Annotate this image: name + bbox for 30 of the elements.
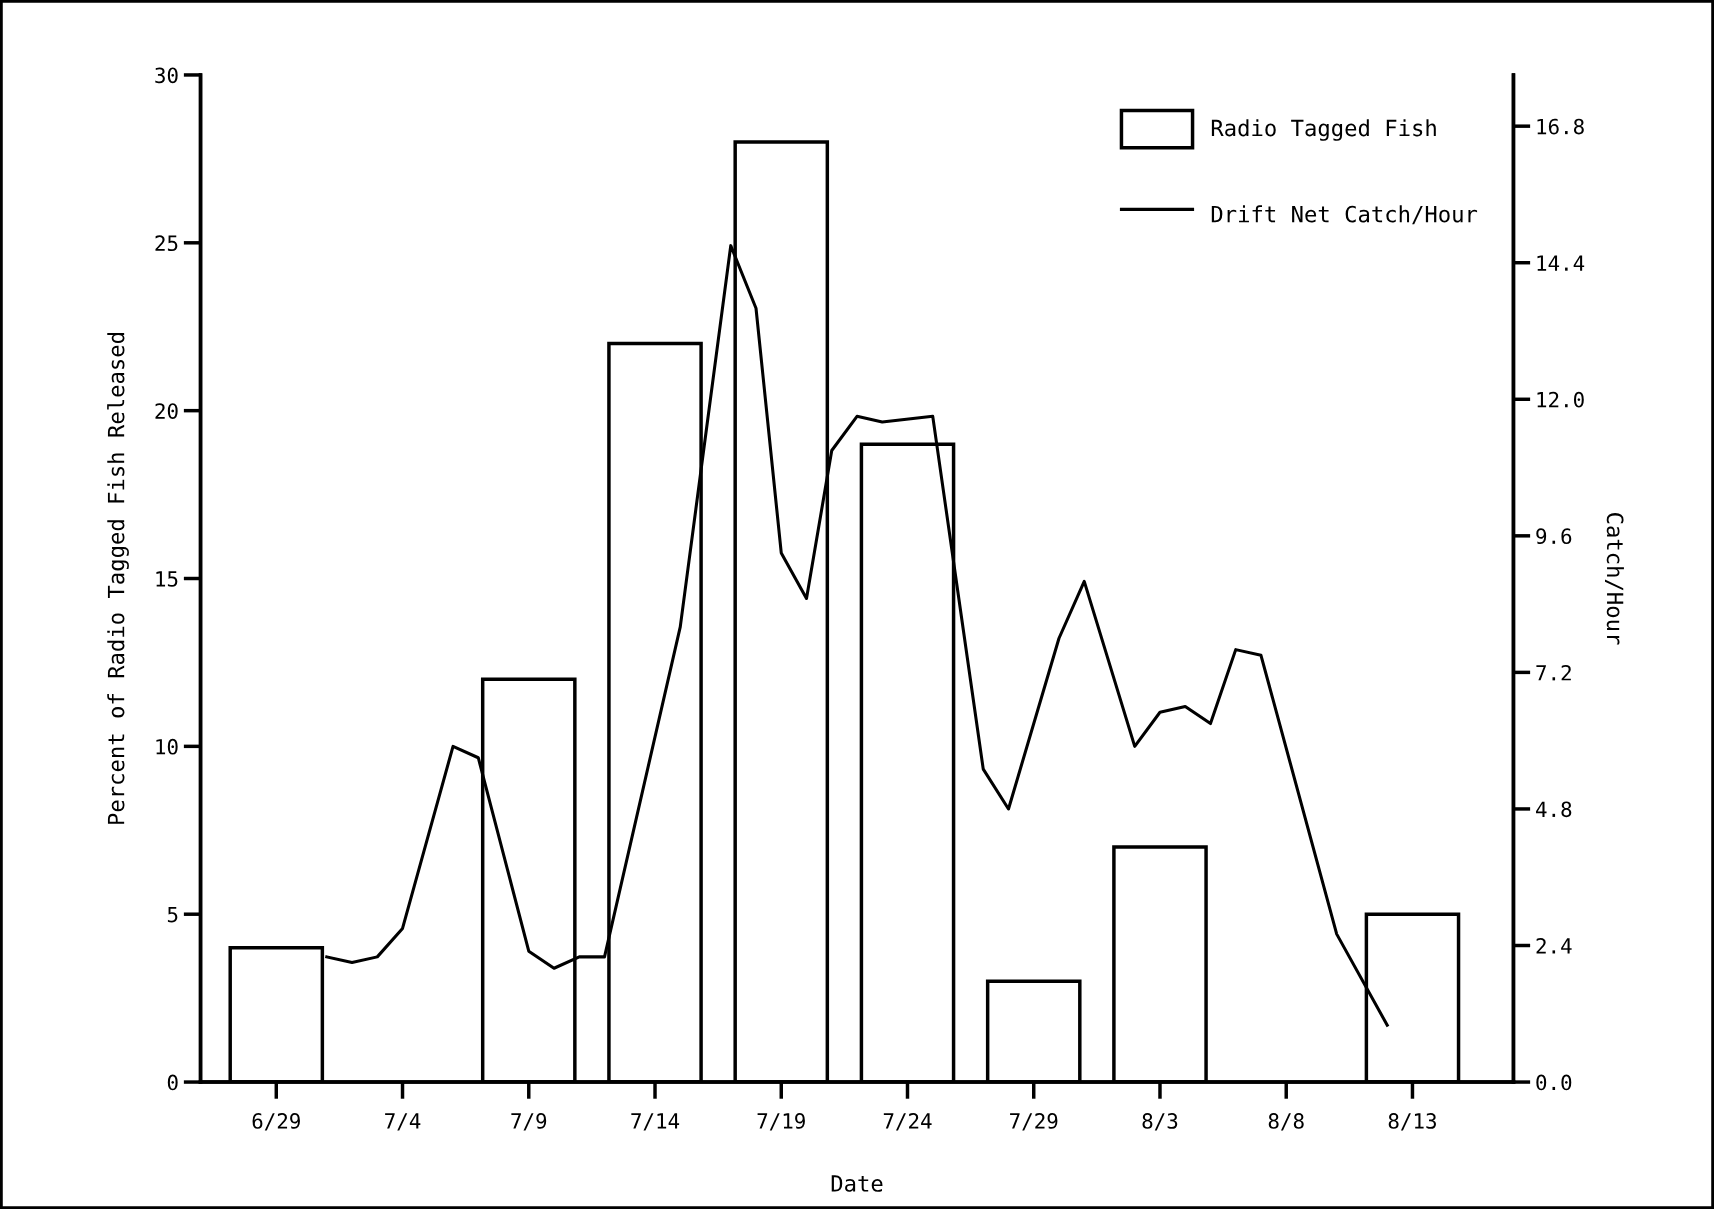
x-tick-label: 6/29	[252, 1113, 300, 1131]
y2-tick-label: 4.8	[1536, 801, 1572, 818]
y-axis-title: Percent of Radio Tagged Fish Released	[107, 333, 129, 824]
y2-tick-label: 9.6	[1536, 528, 1572, 545]
legend-label: Drift Net Catch/Hour	[1211, 205, 1478, 225]
x-tick-label: 7/14	[631, 1113, 680, 1131]
y-tick-label: 30	[155, 67, 178, 84]
y-tick-label: 25	[155, 235, 178, 252]
x-tick-label: 7/24	[883, 1113, 932, 1131]
y2-axis-title: Catch/Hour	[1604, 513, 1624, 645]
x-tick-label: 7/19	[757, 1113, 805, 1131]
x-tick-label: 7/4	[385, 1113, 421, 1131]
x-tick-label: 7/9	[511, 1113, 547, 1131]
y-tick-label: 10	[156, 738, 178, 755]
y-tick-label: 20	[155, 403, 178, 419]
y-tick-label: 0	[167, 1074, 178, 1091]
x-axis-title: Date	[831, 1175, 883, 1192]
x-tick-label: 8/3	[1142, 1113, 1178, 1131]
x-tick-label: 7/29	[1010, 1113, 1058, 1131]
y2-tick-label: 14.4	[1537, 255, 1585, 271]
y2-tick-label: 0.0	[1536, 1074, 1572, 1091]
y-tick-label: 15	[156, 571, 178, 587]
x-tick-label: 8/8	[1268, 1113, 1304, 1131]
y-tick-label: 5	[167, 906, 178, 923]
y2-tick-label: 2.4	[1536, 938, 1572, 954]
y2-tick-label: 7.2	[1536, 664, 1571, 681]
x-tick-label: 8/13	[1388, 1113, 1436, 1131]
y2-tick-label: 12.0	[1537, 391, 1584, 408]
y2-tick-label: 16.8	[1537, 118, 1584, 135]
legend-label: Radio Tagged Fish	[1211, 119, 1436, 141]
